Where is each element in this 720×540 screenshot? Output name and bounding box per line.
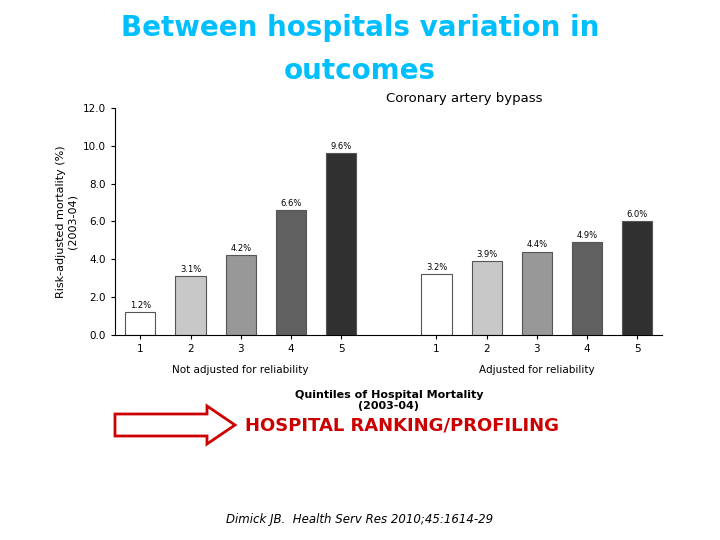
Bar (276, 210, 306, 335)
Text: 1.2%: 1.2% (130, 301, 151, 310)
Text: Not adjusted for reliability: Not adjusted for reliability (173, 365, 309, 375)
Text: Coronary artery bypass: Coronary artery bypass (385, 92, 542, 105)
Bar (522, 252, 552, 335)
Bar (572, 242, 602, 335)
Text: HOSPITAL RANKING/PROFILING: HOSPITAL RANKING/PROFILING (245, 416, 559, 434)
Text: 4.2%: 4.2% (230, 244, 251, 253)
Bar (472, 261, 502, 335)
Text: Dimick JB.  Health Serv Res 2010;45:1614-29: Dimick JB. Health Serv Res 2010;45:1614-… (226, 514, 494, 526)
Text: Between hospitals variation in: Between hospitals variation in (121, 14, 599, 42)
Bar (421, 274, 451, 335)
Bar (622, 221, 652, 335)
Polygon shape (115, 406, 235, 444)
Text: 4.9%: 4.9% (577, 231, 598, 240)
Text: 3.9%: 3.9% (476, 250, 498, 259)
Text: 6.6%: 6.6% (280, 199, 302, 208)
Text: 4.4%: 4.4% (526, 240, 547, 249)
Text: 3.2%: 3.2% (426, 263, 447, 272)
Y-axis label: Risk-adjusted mortality (%)
(2003-04): Risk-adjusted mortality (%) (2003-04) (56, 145, 78, 298)
Text: 6.0%: 6.0% (626, 210, 648, 219)
Text: Quintiles of Hospital Mortality
(2003-04): Quintiles of Hospital Mortality (2003-04… (294, 390, 483, 411)
Bar (225, 255, 256, 335)
Text: outcomes: outcomes (284, 57, 436, 85)
Text: 3.1%: 3.1% (180, 265, 201, 274)
Bar (326, 153, 356, 335)
Bar (125, 312, 156, 335)
Bar (176, 276, 206, 335)
Text: Adjusted for reliability: Adjusted for reliability (479, 365, 595, 375)
Text: 9.6%: 9.6% (330, 142, 352, 151)
